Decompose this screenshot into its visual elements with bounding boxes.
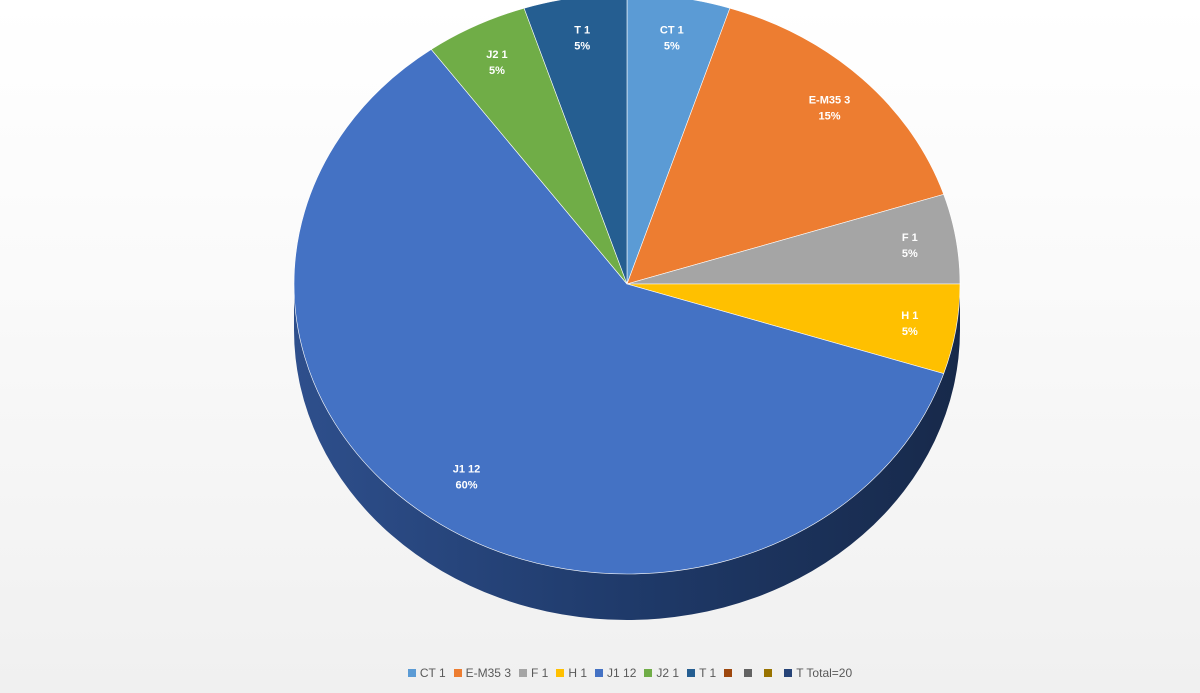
data-label-h-1: H 1 5% [901, 310, 918, 338]
pie-side-wall [294, 284, 960, 620]
legend-label: J2 1 [656, 666, 680, 680]
legend-item [744, 669, 756, 677]
legend: CT 1 E-M35 3 F 1 H 1 J1 12 J2 1 T 1 T Total=20 [0, 666, 1200, 680]
legend-swatch [519, 669, 527, 677]
legend-swatch [744, 669, 753, 677]
legend-item: F 1 [519, 666, 548, 680]
legend-label: E-M35 3 [465, 666, 511, 680]
data-label-e-m35-3: E-M35 3 15% [809, 95, 851, 123]
legend-label: T Total=20 [796, 666, 853, 680]
pie-slice-j1-12 [293, 48, 945, 575]
pie-side-wall-shape [294, 284, 960, 620]
legend-label: F 1 [531, 666, 549, 680]
legend-swatch [687, 669, 696, 677]
legend-swatch [724, 669, 733, 677]
pie-slices [293, 0, 961, 575]
legend-item: T Total=20 [784, 666, 852, 680]
legend-swatch [764, 669, 773, 677]
legend-swatch [556, 669, 565, 677]
legend-swatch [644, 669, 653, 677]
pie-slice-e-m35-3 [626, 7, 945, 285]
legend-swatch [784, 669, 793, 677]
legend-swatch [453, 669, 462, 677]
data-label-ct-1: CT 1 5% [660, 25, 684, 53]
legend-label: H 1 [568, 666, 588, 680]
data-label-f-1: F 1 5% [902, 232, 918, 260]
legend-item: CT 1 [407, 666, 446, 680]
legend-item: H 1 [556, 666, 587, 680]
pie-labels: CT 1 5% E-M35 3 15% F 1 5% H 1 5% J1 12 60% J2 1 5%… [453, 25, 919, 492]
legend-swatch [407, 669, 416, 677]
legend-item: J1 12 [595, 666, 636, 680]
legend-item: T 1 [687, 666, 716, 680]
legend-item: J2 1 [644, 666, 679, 680]
legend-swatch [595, 669, 604, 677]
data-label-t-1: T 1 5% [574, 25, 590, 53]
legend-item: E-M35 3 [453, 666, 511, 680]
data-label-j2-1: J2 1 5% [486, 49, 507, 77]
legend-label: T 1 [699, 666, 717, 680]
legend-label: J1 12 [607, 666, 637, 680]
pie-slice-t-1 [523, 0, 628, 285]
legend-item [724, 669, 736, 677]
legend-item [764, 669, 776, 677]
legend-label: CT 1 [419, 666, 446, 680]
data-label-j1-12: J1 12 60% [453, 463, 481, 491]
